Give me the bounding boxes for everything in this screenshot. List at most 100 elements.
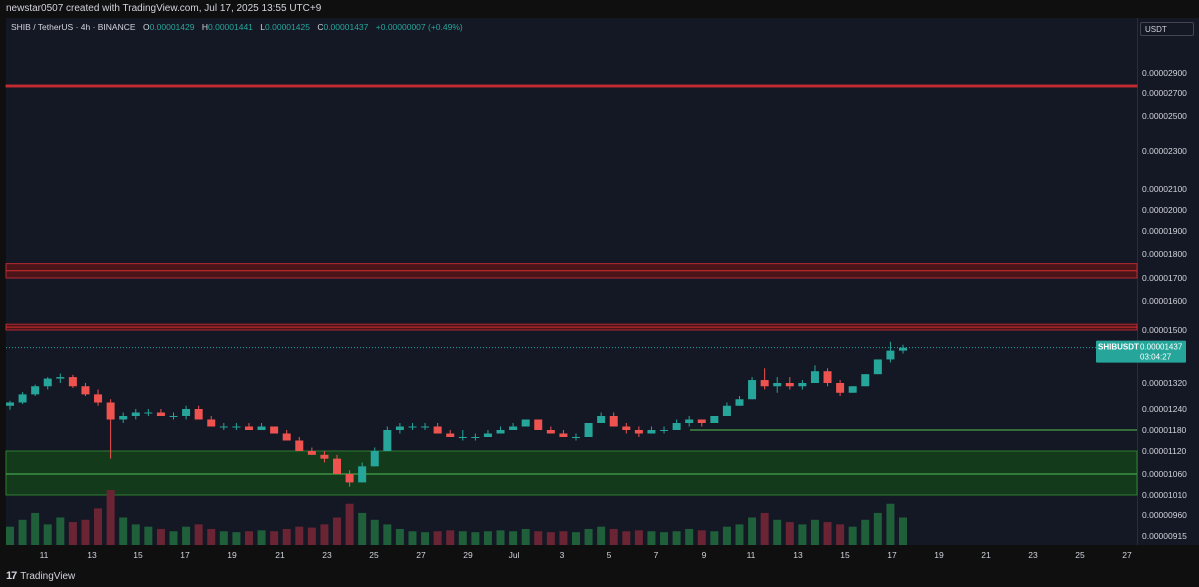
y-tick-label: 0.00001060 xyxy=(1142,469,1187,479)
volume-bar xyxy=(56,517,65,545)
volume-bar xyxy=(899,517,907,545)
x-tick-label: Jul xyxy=(509,550,520,560)
legend-low-label: L xyxy=(260,22,266,32)
x-tick-label: 19 xyxy=(934,550,944,560)
candle-body xyxy=(395,426,404,430)
y-tick-label: 0.00001800 xyxy=(1142,249,1187,259)
volume-bar xyxy=(836,524,845,545)
volume-bar xyxy=(722,526,731,545)
candle-body xyxy=(471,437,480,438)
support-zone xyxy=(5,450,1138,496)
candle-body xyxy=(446,433,455,437)
candle-body xyxy=(496,430,505,434)
price-tag-price: 0.00001437 xyxy=(1140,343,1183,352)
volume-bar xyxy=(131,524,140,545)
volume-bar xyxy=(81,519,90,545)
candle-body xyxy=(697,419,706,423)
currency-unit-button[interactable]: USDT xyxy=(1140,22,1194,36)
y-tick-label: 0.00001120 xyxy=(1142,446,1187,456)
x-tick-label: 15 xyxy=(840,550,850,560)
volume-bar xyxy=(559,531,568,545)
candle-body xyxy=(685,419,694,423)
volume-bar xyxy=(886,503,895,545)
volume-bar xyxy=(785,522,794,545)
volume-bar xyxy=(94,508,103,545)
candle-body xyxy=(722,405,731,416)
volume-bar xyxy=(760,512,769,545)
volume-bar xyxy=(358,512,367,545)
volume-bar xyxy=(496,530,505,545)
candle-body xyxy=(760,380,769,387)
candle-body xyxy=(848,386,857,393)
candle-body xyxy=(836,383,845,393)
candle-body xyxy=(182,409,191,416)
candle-body xyxy=(219,426,228,428)
volume-bar xyxy=(433,531,442,545)
x-tick-label: 17 xyxy=(180,550,190,560)
volume-bar xyxy=(873,512,882,545)
x-tick-label: 25 xyxy=(369,550,379,560)
legend-close-label: C xyxy=(317,22,324,32)
candle-body xyxy=(597,416,606,423)
candle-body xyxy=(509,426,518,430)
candle-body xyxy=(169,416,178,417)
x-tick-label: 23 xyxy=(322,550,332,560)
x-tick-label: 27 xyxy=(1122,550,1132,560)
legend-symbol: SHIB / TetherUS · 4h · BINANCE xyxy=(11,22,136,32)
y-tick-label: 0.00000915 xyxy=(1142,531,1187,541)
candle-body xyxy=(823,371,832,383)
y-tick-label: 0.00001010 xyxy=(1142,490,1187,500)
y-tick-label: 0.00002700 xyxy=(1142,88,1187,98)
candle-body xyxy=(408,426,417,428)
volume-bar xyxy=(156,528,165,545)
y-tick-label: 0.00001240 xyxy=(1142,404,1187,414)
candle-body xyxy=(748,380,757,400)
volume-bar xyxy=(383,524,392,545)
volume-bar xyxy=(798,524,807,545)
candle-body xyxy=(94,394,103,403)
volume-bar xyxy=(232,532,241,545)
candle-body xyxy=(546,430,555,434)
volume-bar xyxy=(546,532,555,545)
candle-body xyxy=(433,426,442,434)
volume-bar xyxy=(31,512,40,545)
candles xyxy=(6,341,907,487)
candle-body xyxy=(131,412,140,416)
volume-bar xyxy=(634,530,643,545)
volume-bar xyxy=(660,532,669,545)
candle-body xyxy=(43,378,52,387)
x-tick-label: 15 xyxy=(133,550,143,560)
volume-bar xyxy=(509,531,518,545)
candle-body xyxy=(31,386,40,395)
x-tick-label: 29 xyxy=(463,550,473,560)
volume-bar xyxy=(483,531,492,545)
candle-body xyxy=(634,430,643,434)
volume-bar xyxy=(421,532,430,545)
candle-body xyxy=(521,419,530,427)
y-tick-label: 0.00002000 xyxy=(1142,205,1187,215)
volume-bar xyxy=(861,519,870,545)
price-axis[interactable] xyxy=(1137,18,1199,545)
candle-body xyxy=(244,426,253,430)
chart-header: newstar0507 created with TradingView.com… xyxy=(0,0,1199,18)
x-tick-label: 13 xyxy=(87,550,97,560)
volume-bar xyxy=(773,519,782,545)
candle-body xyxy=(358,466,367,483)
candle-body xyxy=(232,426,241,428)
volume-bar xyxy=(257,530,266,545)
candle-body xyxy=(345,474,354,483)
candle-body xyxy=(56,377,65,379)
x-tick-label: 21 xyxy=(275,550,285,560)
volume-bar xyxy=(194,524,203,545)
candle-body xyxy=(899,347,907,351)
candle-body xyxy=(156,412,165,416)
candle-body xyxy=(483,433,492,437)
candle-body xyxy=(861,374,870,387)
legend-high-label: H xyxy=(201,22,208,32)
candle-body xyxy=(18,394,27,403)
candle-body xyxy=(773,383,782,387)
x-tick-label: 3 xyxy=(560,550,565,560)
candle-body xyxy=(295,440,304,451)
candle-body xyxy=(144,412,153,414)
